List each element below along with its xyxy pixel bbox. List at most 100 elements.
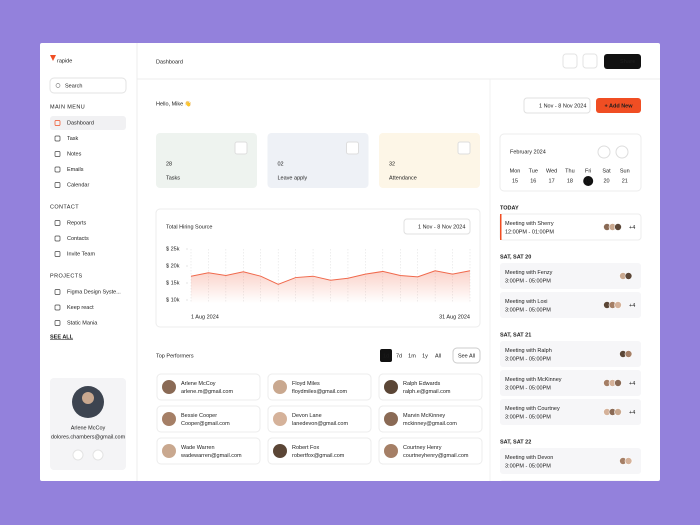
calendar-today <box>583 176 594 186</box>
calendar-day: Sat <box>602 168 611 174</box>
performer-email: courtneyhenry@gmail.com <box>403 453 469 459</box>
menu-icon <box>54 320 61 326</box>
meeting-card[interactable] <box>500 448 641 474</box>
performers-see-all[interactable] <box>452 347 481 364</box>
calendar-date[interactable]: 16 <box>530 178 536 184</box>
performer-avatar <box>162 444 176 458</box>
menu-item[interactable]: Dashboard <box>67 120 94 126</box>
profile-action[interactable] <box>72 449 84 461</box>
performer-email: floydmiles@gmail.com <box>292 389 348 395</box>
range-option[interactable]: All <box>435 353 441 359</box>
profile-card <box>50 378 126 470</box>
range-option[interactable]: 1y <box>422 353 428 359</box>
performer-card <box>378 437 483 465</box>
menu-item[interactable]: Notes <box>67 151 82 157</box>
meeting-time: 3:00PM - 05:00PM <box>505 307 551 313</box>
chart-date-range[interactable]: 1 Nov - 8 Nov 2024 <box>418 224 465 230</box>
stat-card <box>267 133 369 188</box>
x-tick-label: 1 Aug 2024 <box>191 314 219 320</box>
stat-label: Leave apply <box>278 175 308 181</box>
calendar-date[interactable]: 21 <box>622 178 628 184</box>
menu-item[interactable]: Static Mania <box>67 320 98 326</box>
search-icon <box>55 83 61 88</box>
meeting-card[interactable] <box>500 399 641 425</box>
meeting-card[interactable] <box>500 370 641 396</box>
menu-icon <box>54 151 61 157</box>
header-icon-button[interactable] <box>582 53 598 69</box>
performer-avatar <box>273 412 287 426</box>
meeting-card[interactable] <box>500 292 641 318</box>
calendar-nav[interactable] <box>597 145 611 159</box>
calendar-date[interactable]: 19 <box>585 178 591 184</box>
menu-item[interactable]: Keep react <box>67 305 94 311</box>
menu-icon <box>54 251 61 257</box>
meeting-extra: +4 <box>629 410 635 416</box>
meeting-extra: +4 <box>629 225 635 231</box>
calendar-date[interactable]: 18 <box>567 178 573 184</box>
meeting-time: 3:00PM - 05:00PM <box>505 385 551 391</box>
search-box[interactable] <box>49 77 127 94</box>
y-tick-label: $ 15k <box>166 280 180 286</box>
share-label[interactable]: Share <box>620 59 635 65</box>
meeting-avatar <box>624 272 633 280</box>
performer-card <box>267 373 372 401</box>
header-icon-button[interactable] <box>562 53 578 69</box>
performer-card <box>267 405 372 433</box>
profile-action[interactable] <box>92 449 104 461</box>
share-button[interactable] <box>604 54 641 69</box>
profile-email: dolores.chambers@gmail.com <box>51 434 126 440</box>
performer-avatar <box>162 412 176 426</box>
date-range[interactable]: 1 Nov - 8 Nov 2024 <box>539 103 586 109</box>
calendar-nav[interactable] <box>615 145 629 159</box>
performer-email: mckinney@gmail.com <box>403 421 457 427</box>
menu-item[interactable]: Calendar <box>67 182 89 188</box>
sidebar-see-all[interactable]: SEE ALL <box>50 334 74 340</box>
meeting-title[interactable]: Meeting with Sherry <box>505 221 554 227</box>
logo: rapide <box>57 58 72 64</box>
meeting-time: 3:00PM - 05:00PM <box>505 278 551 284</box>
menu-item[interactable]: Invite Team <box>67 251 95 257</box>
menu-item[interactable]: Task <box>67 136 79 142</box>
date-button[interactable] <box>523 97 591 114</box>
range-active <box>380 349 392 362</box>
chart-date-button[interactable] <box>403 218 471 235</box>
meeting-title[interactable]: Meeting with Loxi <box>505 299 548 305</box>
meeting-card[interactable] <box>500 341 641 367</box>
schedule-day: SAT, SAT 21 <box>500 332 531 338</box>
range-option[interactable]: 1m <box>408 353 416 359</box>
meeting-title[interactable]: Meeting with Devon <box>505 455 553 461</box>
calendar-date[interactable]: 15 <box>512 178 518 184</box>
y-tick-label: $ 25k <box>166 246 180 252</box>
menu-item[interactable]: Reports <box>67 220 87 226</box>
calendar-day: Sun <box>620 168 630 174</box>
add-new-button[interactable] <box>596 98 641 113</box>
section-title: PROJECTS <box>50 273 83 279</box>
stat-value: 32 <box>389 161 395 167</box>
meeting-card[interactable] <box>500 263 641 289</box>
meeting-avatar <box>614 379 622 387</box>
menu-icon <box>54 182 61 188</box>
meeting-avatar <box>624 457 633 465</box>
profile-name: Arlene McCoy <box>71 425 106 431</box>
range-option[interactable]: 1d <box>383 353 389 359</box>
performer-card <box>378 405 483 433</box>
menu-item[interactable]: Contacts <box>67 236 89 242</box>
range-option[interactable]: 7d <box>396 353 402 359</box>
calendar-date[interactable]: 17 <box>549 178 555 184</box>
meeting-title[interactable]: Meeting with Ralph <box>505 348 552 354</box>
performer-name: Ralph Edwards <box>403 381 441 387</box>
calendar-day: Tue <box>529 168 538 174</box>
performer-email: robertfox@gmail.com <box>292 453 345 459</box>
meeting-title[interactable]: Meeting with McKinney <box>505 377 562 383</box>
chart-area <box>191 270 470 303</box>
meeting-title[interactable]: Meeting with Fenzy <box>505 270 553 276</box>
meeting-title[interactable]: Meeting with Courtney <box>505 406 560 412</box>
stat-icon <box>234 141 248 155</box>
meeting-avatar <box>614 408 622 416</box>
menu-item[interactable]: Figma Design Syste... <box>67 289 121 295</box>
add-new-label[interactable]: + Add New <box>604 103 633 109</box>
menu-item[interactable]: Emails <box>67 167 84 173</box>
calendar-date[interactable]: 20 <box>603 178 609 184</box>
performers-see-all-label[interactable]: See All <box>458 353 475 359</box>
